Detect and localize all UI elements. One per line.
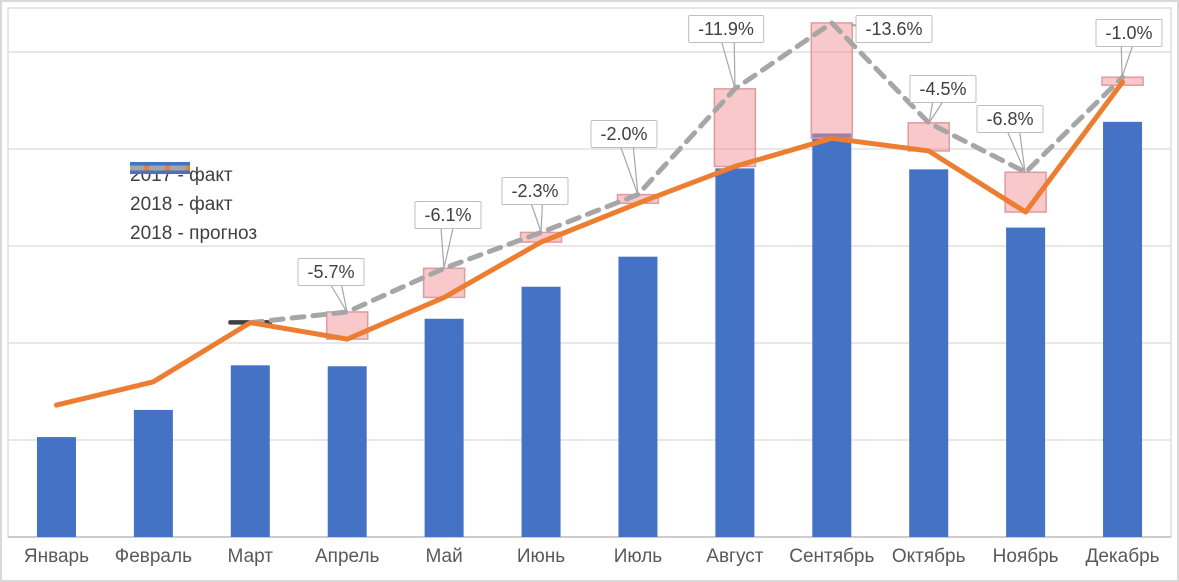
legend-item-1[interactable]: 2018 - факт [130,165,257,219]
month-label-1: Февраль [114,546,192,567]
bar-2017-5[interactable] [521,286,561,537]
month-label-9: Октябрь [891,546,966,567]
month-label-4: Май [425,546,463,567]
bar-2017-7[interactable] [715,168,755,537]
bar-2017-4[interactable] [424,318,464,537]
fact-line-2018[interactable] [53,79,1126,408]
plot-border [7,7,1172,538]
bar-2017-3[interactable] [327,366,367,537]
legend-label-1: 2018 - факт [130,193,233,215]
callout-label-6[interactable]: -2.0% [590,120,658,148]
callout-label-10[interactable]: -6.8% [976,105,1044,133]
forecast-line-2018[interactable] [247,20,1126,326]
bar-2017-9[interactable] [909,169,949,537]
callout-label-9[interactable]: -4.5% [909,75,977,103]
bar-2017-11[interactable] [1103,121,1143,537]
bar-2017-2[interactable] [230,365,270,537]
month-label-3: Апрель [314,546,380,567]
deviation-box-8[interactable] [810,22,854,140]
callout-label-5[interactable]: -2.3% [501,177,569,205]
bar-2017-8[interactable] [812,133,852,538]
month-label-6: Июль [613,546,663,567]
legend-item-2[interactable]: 2018 - прогноз [130,165,258,248]
callout-label-7[interactable]: -11.9% [688,15,764,43]
callout-label-11[interactable]: -1.0% [1095,19,1163,47]
bar-2017-0[interactable] [36,437,76,537]
month-label-5: Июнь [516,546,566,567]
callout-label-3[interactable]: -5.7% [297,258,365,286]
month-label-11: Декабрь [1085,546,1160,567]
legend-label-2: 2018 - прогноз [130,222,258,244]
month-label-8: Сентябрь [789,546,875,567]
callout-label-4[interactable]: -6.1% [414,201,482,229]
month-label-10: Ноябрь [992,546,1059,567]
bar-2017-1[interactable] [133,409,173,537]
bar-2017-10[interactable] [1006,227,1046,537]
deviation-box-7[interactable] [713,88,757,168]
bar-2017-6[interactable] [618,256,658,537]
callout-label-8[interactable]: -13.6% [855,15,933,43]
month-label-2: Март [227,546,274,567]
month-label-7: Август [706,546,764,567]
month-label-0: Январь [23,546,90,567]
legend[interactable]: 2017 - факт 2018 - факт 2018 - прогноз [130,161,257,248]
